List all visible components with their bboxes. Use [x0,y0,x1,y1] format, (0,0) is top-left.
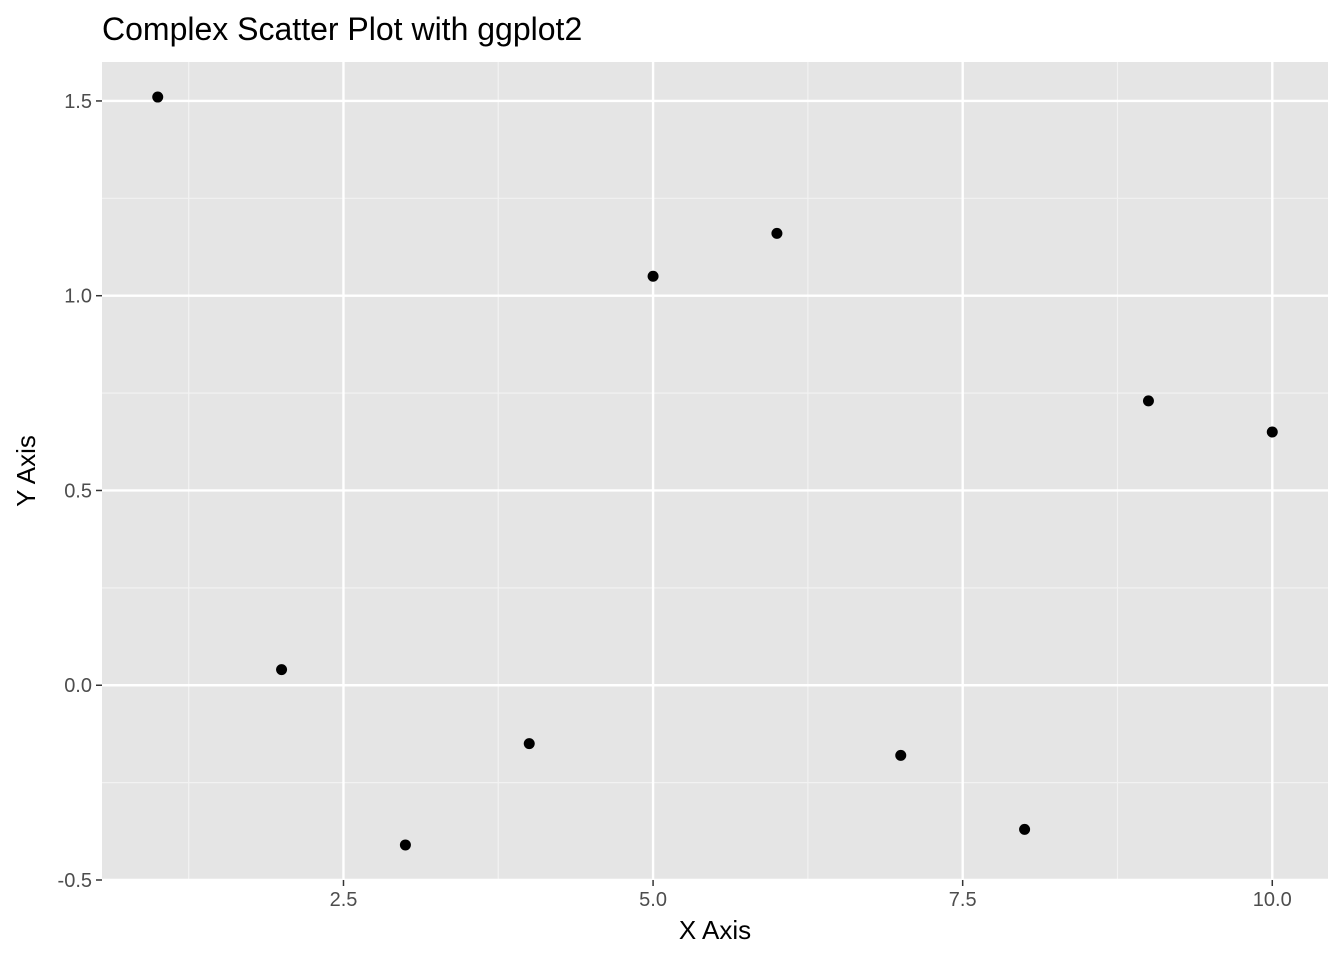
data-points [152,91,1278,851]
x-tick-label: 10.0 [1253,889,1292,911]
data-point [523,738,535,750]
plot-panel [102,62,1328,880]
data-point [895,749,907,761]
minor-gridlines [102,62,1328,880]
data-point [399,839,411,851]
y-tick-label: 1.0 [64,286,92,308]
data-point [1266,426,1278,438]
y-tick-label: 0.0 [64,675,92,697]
data-point [1019,823,1031,835]
x-axis-title: X Axis [679,915,751,945]
data-point [276,664,288,676]
x-tick-label: 2.5 [330,889,358,911]
x-axis-ticks: 2.5 5.0 7.5 10.0 [330,880,1292,911]
y-tick-label: -0.5 [58,870,92,892]
major-gridlines [102,62,1328,882]
y-axis-ticks: -0.5 0.0 0.5 1.0 1.5 [58,91,102,892]
data-point [771,227,783,239]
y-tick-label: 1.5 [64,91,92,113]
data-point [152,91,164,103]
data-point [647,270,659,282]
x-tick-label: 5.0 [639,889,667,911]
data-point [1142,395,1154,407]
y-axis-title: Y Axis [11,435,41,507]
chart-title: Complex Scatter Plot with ggplot2 [102,11,582,47]
x-tick-label: 7.5 [949,889,977,911]
y-tick-label: 0.5 [64,480,92,502]
